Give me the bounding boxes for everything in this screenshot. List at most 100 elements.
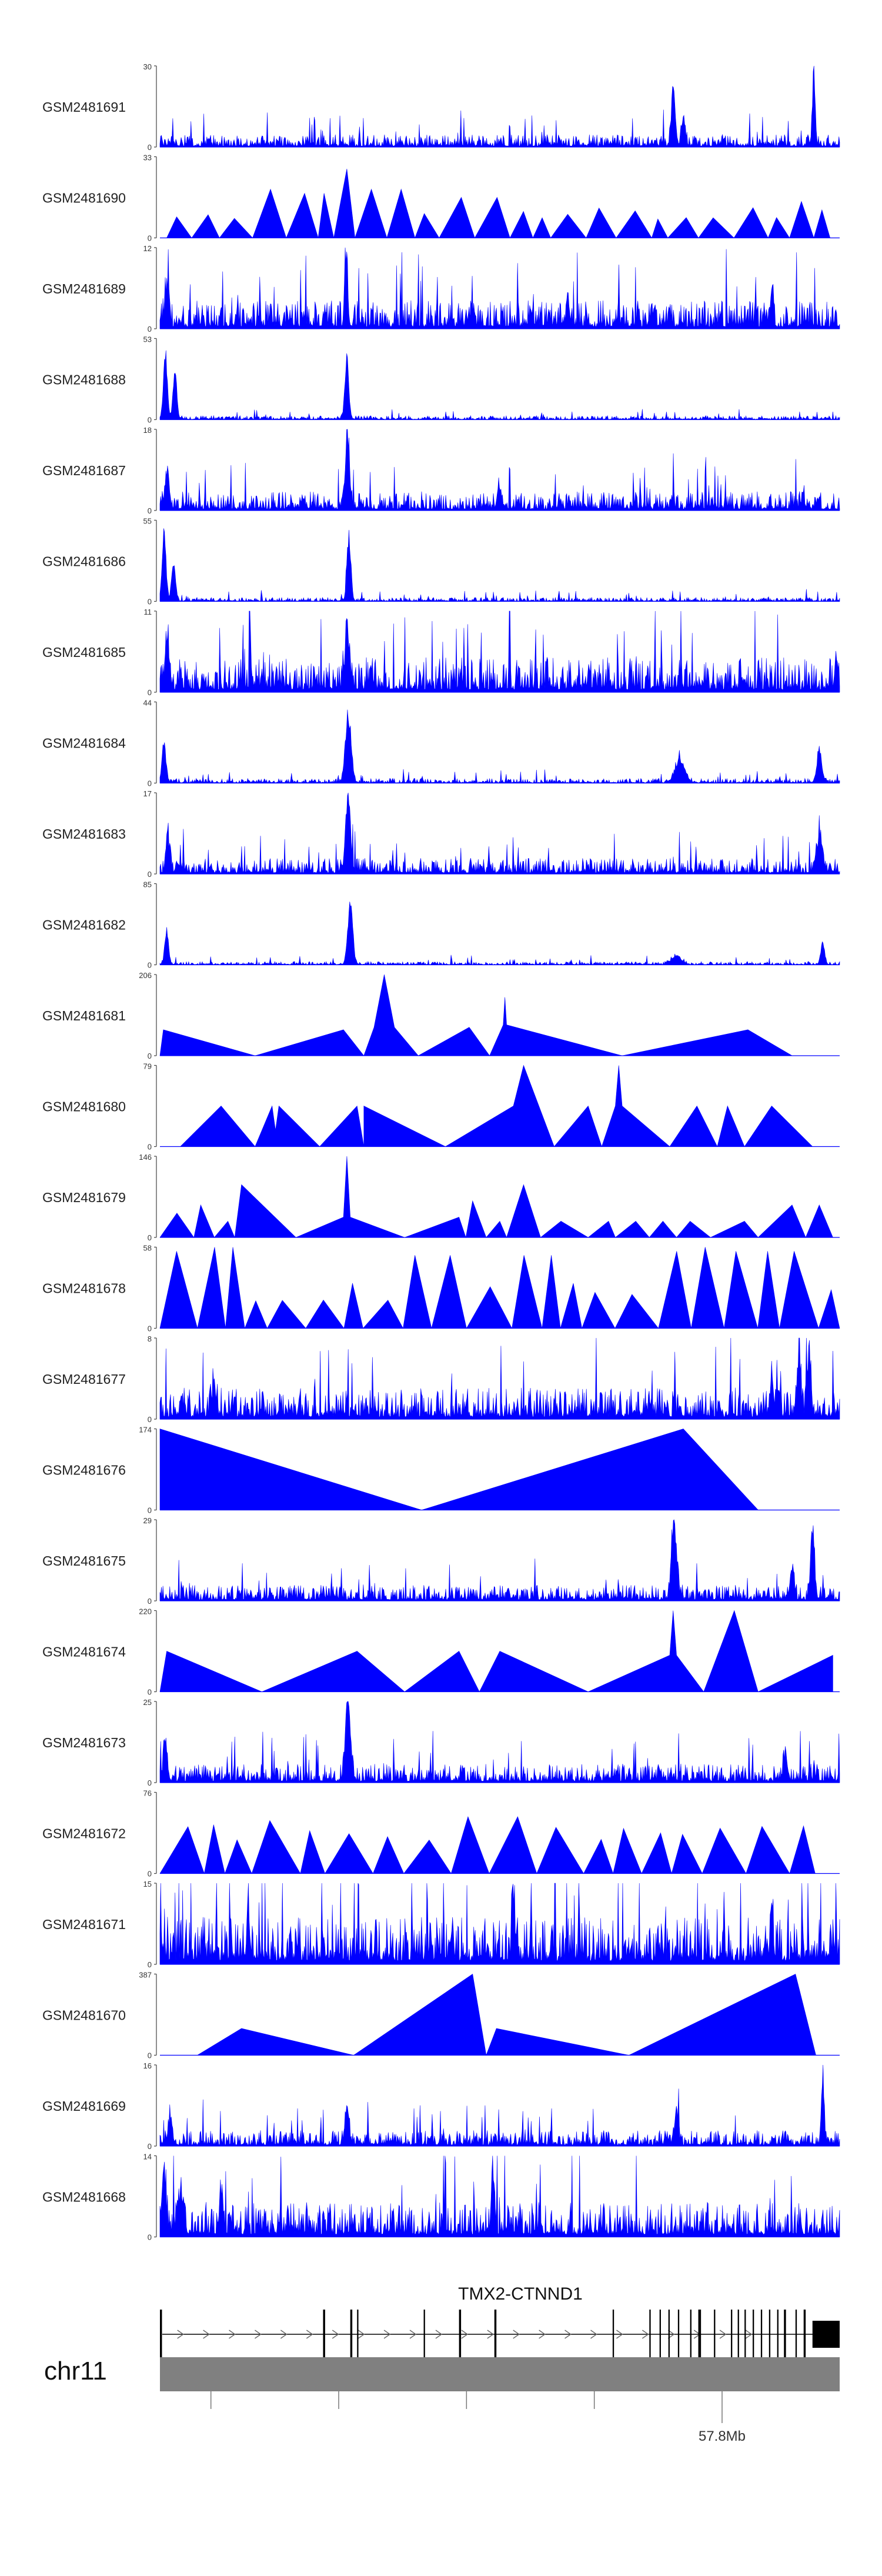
track: GSM2481668 14 0: [42, 2153, 840, 2242]
coverage-area: [159, 65, 840, 148]
exon: [160, 2310, 162, 2359]
ymax-tick-label: 15: [143, 1880, 152, 1888]
strand-arrow: [590, 2330, 597, 2339]
ymin-tick-label: 0: [148, 1233, 152, 1242]
track-label: GSM2481676: [42, 1463, 126, 1478]
coverage-tracks: GSM2481691300GSM2481690330GSM2481689120G…: [42, 62, 840, 2242]
coverage-area: [159, 610, 840, 693]
track-label: GSM2481672: [42, 1826, 126, 1841]
track-label: GSM2481685: [42, 645, 126, 660]
strand-arrow: [229, 2330, 236, 2339]
ymin-tick-label: 0: [148, 1052, 152, 1060]
track: GSM2481679 146 0: [42, 1153, 840, 1242]
ymin-tick-label: 0: [148, 234, 152, 243]
coverage-area: [159, 2155, 840, 2237]
ymax-tick-label: 58: [143, 1244, 152, 1253]
track: GSM2481687 18 0: [42, 426, 840, 515]
coverage-area: [159, 1429, 759, 1510]
track-label: GSM2481668: [42, 2190, 126, 2205]
track: GSM2481676 174 0: [42, 1426, 840, 1515]
coverage-area: [159, 247, 840, 329]
strand-arrow: [203, 2330, 210, 2339]
strand-arrow: [667, 2330, 675, 2339]
track: GSM2481675 29 0: [42, 1516, 840, 1606]
ymax-tick-label: 85: [143, 880, 152, 889]
track: GSM2481671 15 0: [42, 1880, 840, 1969]
exon: [737, 2310, 739, 2359]
strand-arrow: [255, 2330, 262, 2339]
ymin-tick-label: 0: [148, 143, 152, 152]
coverage-area: [159, 1337, 840, 1420]
exon: [769, 2310, 771, 2359]
exon: [677, 2310, 680, 2359]
coverage-area: [159, 1816, 816, 1874]
track-label: GSM2481671: [42, 1917, 126, 1932]
track: GSM2481673 25 0: [42, 1698, 840, 1787]
ymax-tick-label: 17: [143, 789, 152, 798]
track-label: GSM2481690: [42, 191, 126, 206]
strand-arrow: [177, 2330, 184, 2339]
ymax-tick-label: 18: [143, 426, 152, 435]
track: GSM2481669 16 0: [42, 2061, 840, 2151]
exon: [350, 2310, 353, 2359]
track-label: GSM2481675: [42, 1553, 126, 1569]
ymax-tick-label: 11: [144, 608, 152, 616]
exon: [357, 2310, 359, 2359]
ymax-tick-label: 206: [139, 971, 152, 980]
coverage-area: [159, 2064, 840, 2147]
coverage-area: [159, 350, 840, 421]
strand-arrow: [719, 2330, 727, 2339]
ymax-tick-label: 25: [143, 1698, 152, 1707]
ymin-tick-label: 0: [148, 506, 152, 515]
track-label: GSM2481682: [42, 917, 126, 933]
exon: [612, 2310, 614, 2359]
track: GSM2481682 85 0: [42, 880, 840, 970]
track-label: GSM2481678: [42, 1281, 126, 1296]
ymax-tick-label: 8: [148, 1334, 152, 1343]
track: GSM2481678 58 0: [42, 1244, 840, 1333]
ymin-tick-label: 0: [148, 1506, 152, 1515]
exon: [423, 2310, 425, 2359]
chromosome-ticks: [210, 2391, 723, 2423]
strand-arrow: [642, 2330, 649, 2339]
track: GSM2481689 12 0: [42, 244, 840, 333]
track: GSM2481670 387 0: [42, 1971, 840, 2060]
strand-arrow: [383, 2330, 391, 2339]
coverage-area: [159, 974, 793, 1056]
track-label: GSM2481684: [42, 736, 126, 751]
gene-label: TMX2-CTNND1: [458, 2284, 583, 2304]
exon: [784, 2310, 786, 2359]
track: GSM2481681 206 0: [42, 971, 840, 1060]
ymin-tick-label: 0: [148, 1778, 152, 1787]
chromosome-bar: [160, 2357, 840, 2391]
ymin-tick-label: 0: [148, 1415, 152, 1424]
track: GSM2481674 220 0: [42, 1607, 840, 1697]
coverage-area: [159, 1610, 833, 1693]
chromosome-label: chr11: [44, 2357, 107, 2385]
exon: [659, 2310, 661, 2359]
exon: [795, 2310, 797, 2359]
track: GSM2481684 44 0: [42, 699, 840, 788]
track: GSM2481680 79 0: [42, 1062, 840, 1152]
ymax-tick-label: 146: [139, 1153, 152, 1162]
exon: [649, 2310, 651, 2359]
track: GSM2481690 33 0: [42, 154, 840, 243]
coverage-area: [159, 1883, 840, 1965]
track: GSM2481686 55 0: [42, 517, 840, 606]
track-label: GSM2481673: [42, 1735, 126, 1750]
exon: [698, 2310, 701, 2359]
ymin-tick-label: 0: [148, 870, 152, 879]
ymax-tick-label: 16: [143, 2061, 152, 2070]
gene-annotation: TMX2-CTNND1: [160, 2284, 840, 2359]
ymin-tick-label: 0: [148, 688, 152, 697]
track-label: GSM2481689: [42, 281, 126, 296]
coverage-area: [160, 1973, 816, 2056]
track-label: GSM2481686: [42, 554, 126, 569]
track: GSM2481688 53 0: [42, 335, 840, 425]
ymax-tick-label: 174: [139, 1426, 152, 1434]
exon: [777, 2310, 779, 2359]
track-label: GSM2481669: [42, 2098, 126, 2114]
ymin-tick-label: 0: [148, 598, 152, 606]
exon: [714, 2310, 716, 2359]
ymin-tick-label: 0: [148, 1143, 152, 1152]
